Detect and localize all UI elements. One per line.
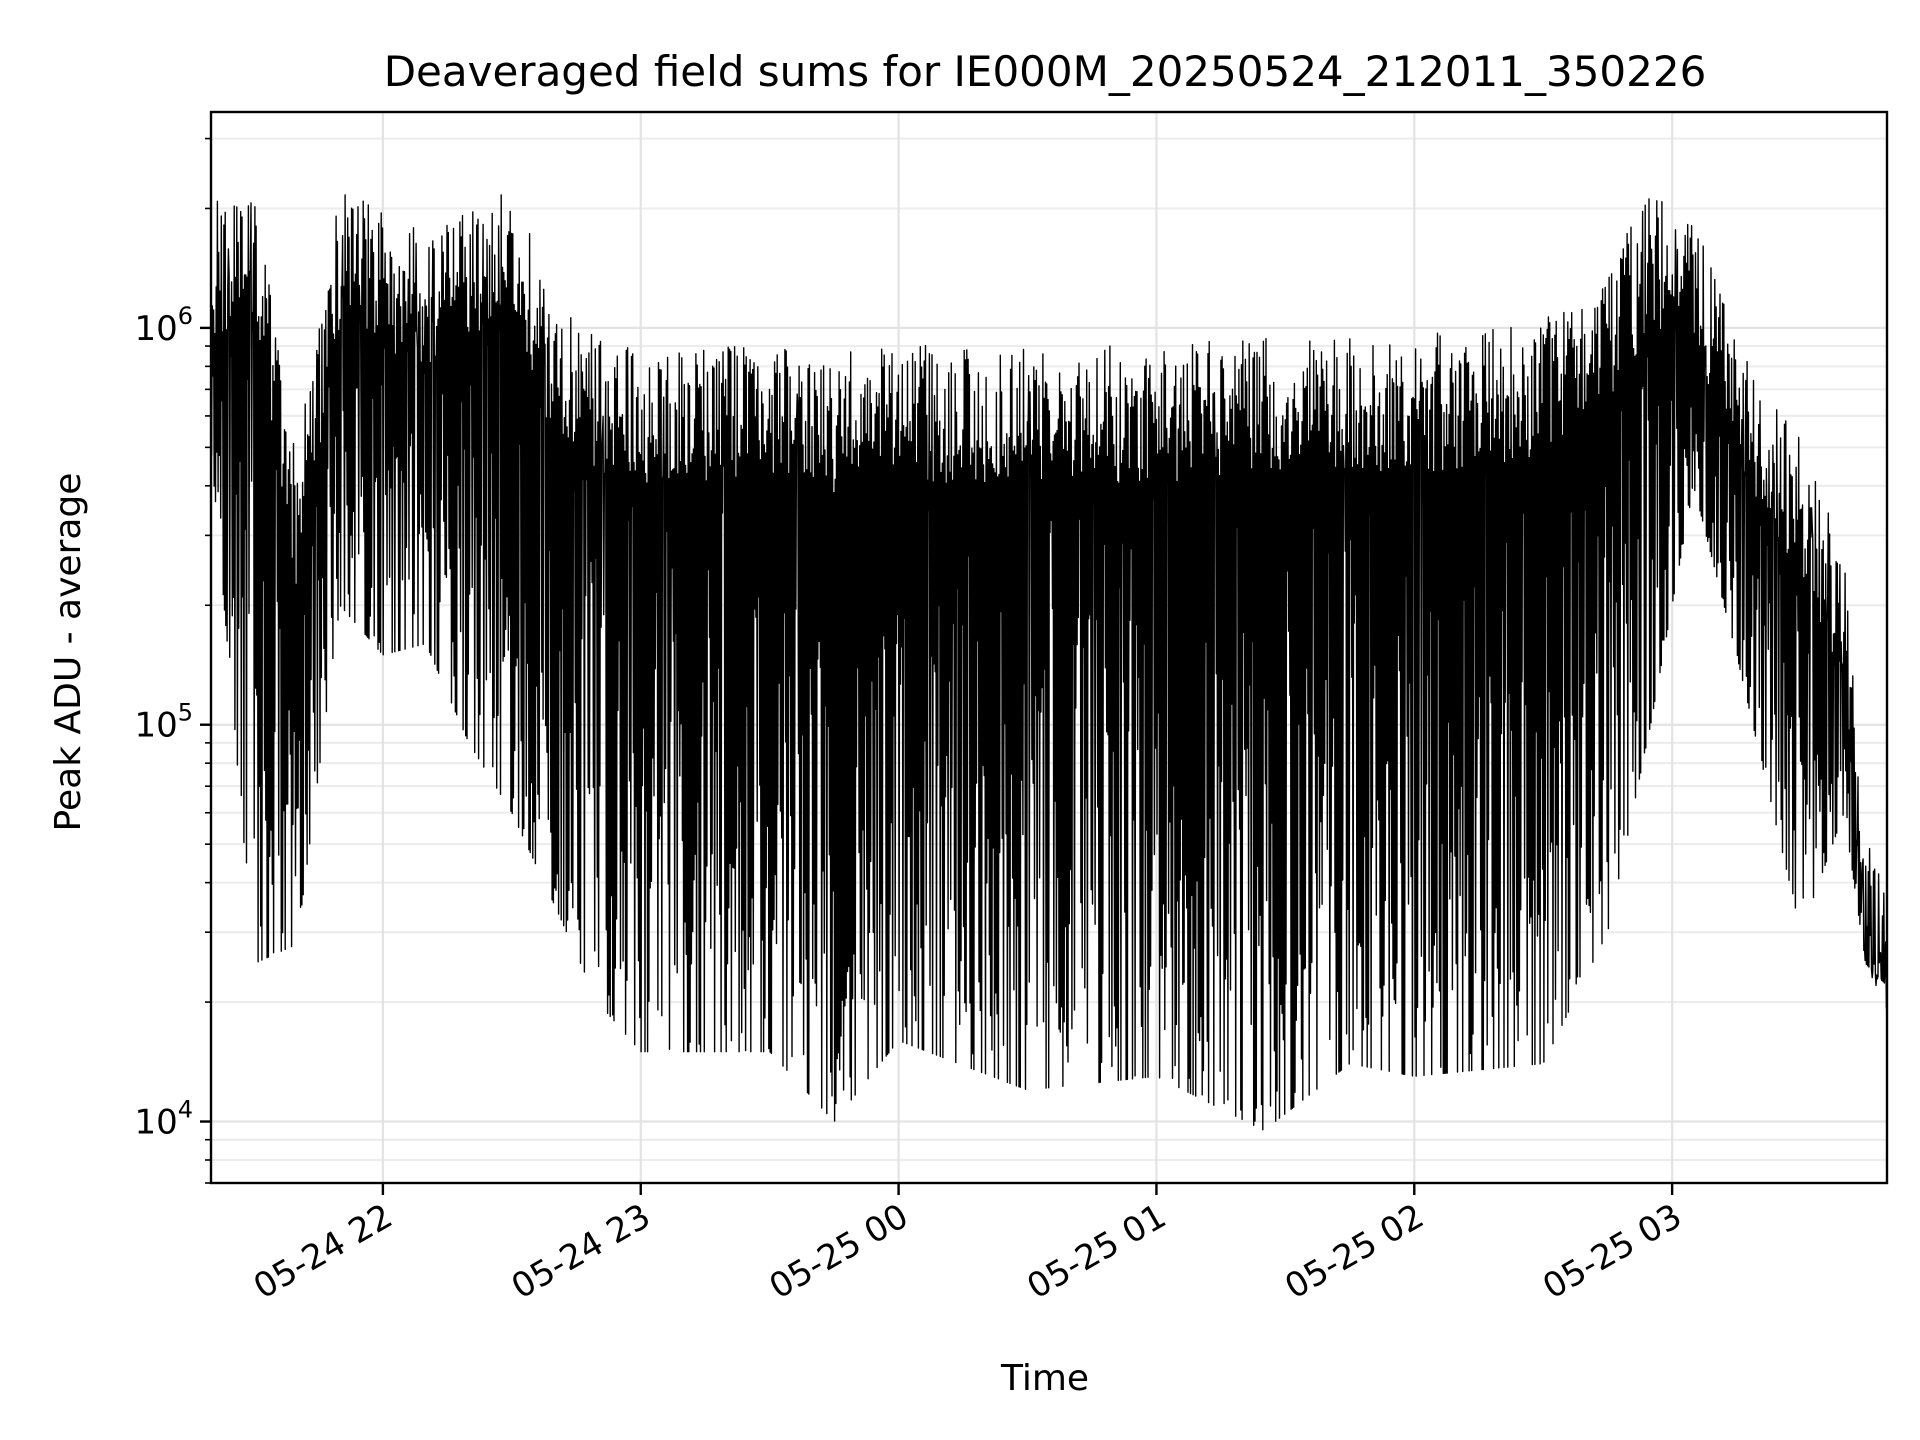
- series-line: [211, 194, 1887, 1131]
- x-tick-label: 05-25 02: [1278, 1196, 1430, 1307]
- y-tick-label: 106: [134, 302, 193, 349]
- x-tick-label: 05-25 03: [1536, 1196, 1688, 1307]
- y-axis-label: Peak ADU - average: [48, 473, 89, 832]
- x-axis-label: Time: [1000, 1358, 1089, 1399]
- y-tick-label: 105: [134, 699, 193, 746]
- x-tick-label: 05-25 00: [763, 1196, 915, 1307]
- x-tick-label: 05-24 23: [505, 1196, 657, 1307]
- x-tick-label: 05-24 22: [247, 1196, 399, 1307]
- plot-frame: [209, 110, 1889, 1185]
- x-tick-label: 05-25 01: [1021, 1196, 1173, 1307]
- series-layer: [211, 194, 1887, 1131]
- y-tick-label: 104: [134, 1096, 193, 1143]
- chart-title: Deaveraged field sums for IE000M_2025052…: [384, 47, 1707, 96]
